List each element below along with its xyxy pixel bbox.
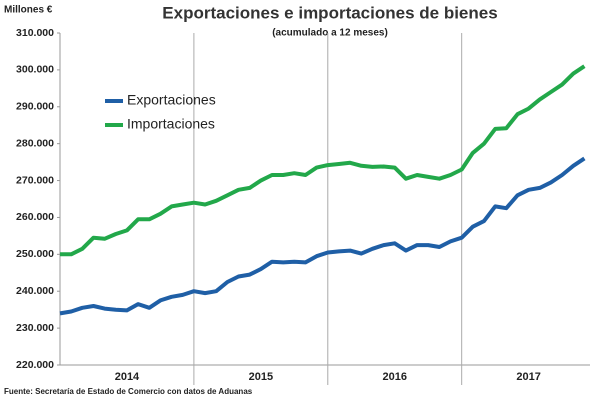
legend-label: Exportaciones <box>127 92 216 108</box>
y-tick-label: 220.000 <box>16 359 54 371</box>
series-line <box>60 64 586 257</box>
legend-label: Importaciones <box>127 116 215 132</box>
series-line <box>59 156 586 316</box>
y-tick-label: 250.000 <box>16 248 54 260</box>
x-tick-label: 2017 <box>516 371 540 383</box>
y-axis-label: Millones € <box>4 5 53 16</box>
chart-title: Exportaciones e importaciones de bienes <box>162 3 497 22</box>
x-tick-label: 2016 <box>382 371 406 383</box>
y-tick-label: 300.000 <box>16 64 54 76</box>
y-tick-label: 240.000 <box>16 285 54 297</box>
y-tick-label: 280.000 <box>16 137 54 149</box>
chart-subtitle: (acumulado a 12 meses) <box>272 28 388 39</box>
x-tick-label: 2014 <box>115 371 140 383</box>
y-tick-label: 230.000 <box>16 322 54 334</box>
y-tick-label: 290.000 <box>16 101 54 113</box>
source-note: Fuente: Secretaría de Estado de Comercio… <box>4 387 253 396</box>
y-tick-label: 270.000 <box>16 174 54 186</box>
x-tick-label: 2015 <box>249 371 273 383</box>
y-tick-label: 260.000 <box>16 211 54 223</box>
y-tick-label: 310.000 <box>16 27 54 39</box>
